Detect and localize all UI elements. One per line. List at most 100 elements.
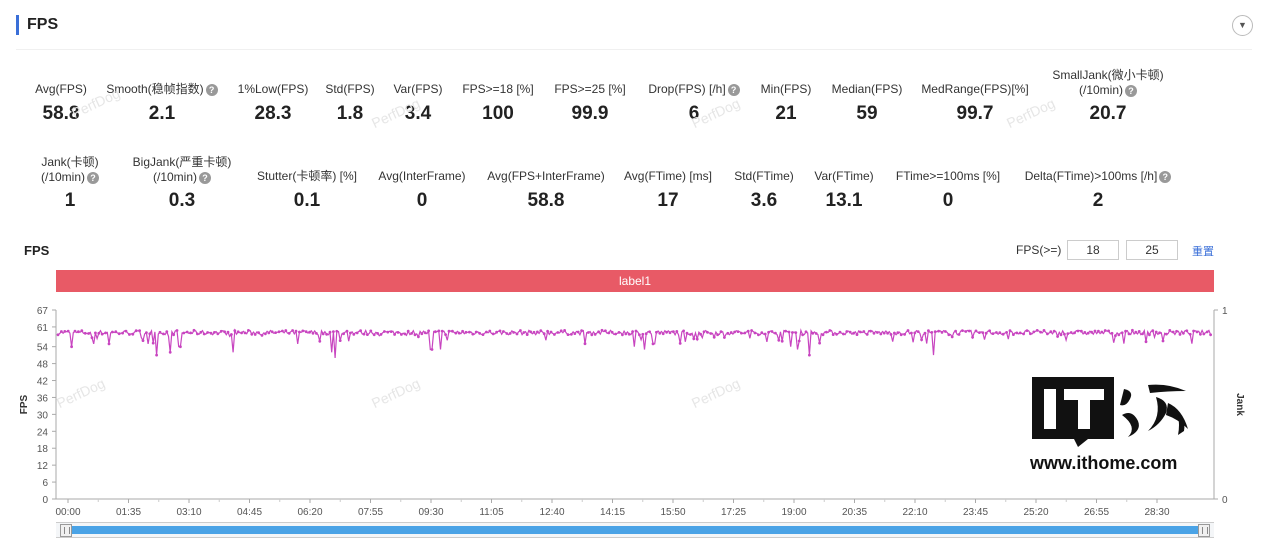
fps-point bbox=[417, 335, 420, 339]
metric-label: Smooth(稳帧指数)? bbox=[87, 82, 237, 97]
fps-point bbox=[427, 329, 430, 333]
metric-2-2: BigJank(严重卡顿) (/10min)? 0.3 bbox=[107, 155, 257, 225]
fps-point bbox=[910, 331, 913, 335]
metric-label: Avg(FTime) [ms] bbox=[593, 169, 743, 184]
help-icon[interactable]: ? bbox=[1159, 171, 1172, 183]
fps-point bbox=[1093, 329, 1097, 333]
fps-point bbox=[335, 329, 339, 333]
fps-point bbox=[825, 330, 828, 334]
x-tick-label: 14:15 bbox=[600, 507, 625, 518]
y-axis-title: FPS bbox=[19, 394, 30, 414]
fps-point bbox=[172, 333, 176, 337]
fps-point bbox=[117, 332, 121, 336]
fps-point bbox=[998, 331, 1002, 334]
scroll-handle-right[interactable] bbox=[1198, 524, 1210, 537]
x-tick-label: 07:55 bbox=[358, 507, 383, 518]
fps-point bbox=[566, 333, 570, 336]
help-icon[interactable]: ? bbox=[199, 172, 211, 184]
x-tick-label: 23:45 bbox=[963, 507, 988, 518]
help-icon[interactable]: ? bbox=[87, 172, 99, 184]
fps-point bbox=[247, 329, 250, 332]
fps-point bbox=[1131, 328, 1134, 332]
fps-point bbox=[784, 329, 787, 333]
fps-point bbox=[631, 330, 634, 333]
fps-point bbox=[658, 331, 662, 335]
x-tick-label: 03:10 bbox=[176, 507, 201, 518]
fps-chart[interactable]: 0 6 12 18 24 30 36 42 48 54 61 67 0 1 FPS Jank 00:00 01:3… bbox=[0, 296, 1268, 518]
metric-value: 28.3 bbox=[254, 103, 292, 124]
label-band[interactable]: label1 bbox=[56, 270, 1214, 292]
fps-point bbox=[882, 331, 886, 335]
fps-point bbox=[553, 333, 556, 336]
fps-point bbox=[223, 330, 227, 334]
threshold-input-2[interactable] bbox=[1126, 240, 1178, 260]
fps-point bbox=[274, 331, 277, 334]
fps-point bbox=[233, 329, 237, 332]
fps-point bbox=[1090, 330, 1093, 334]
fps-point bbox=[988, 329, 991, 333]
fps-point bbox=[158, 330, 162, 334]
fps-point bbox=[134, 329, 138, 333]
fps-point bbox=[835, 332, 838, 336]
metric-label-unit-text: (/10min) bbox=[152, 170, 197, 184]
fps-point bbox=[1008, 329, 1012, 333]
fps-point bbox=[240, 331, 244, 335]
scroll-range-fill[interactable] bbox=[66, 526, 1200, 534]
fps-point bbox=[362, 332, 366, 336]
metric-1-5: Var(FPS) 3.4 bbox=[343, 68, 493, 138]
fps-point bbox=[83, 331, 87, 335]
fps-point bbox=[933, 330, 937, 334]
fps-point bbox=[729, 331, 733, 334]
metric-label-text: Avg(FTime) [ms] bbox=[623, 169, 712, 183]
help-icon[interactable]: ? bbox=[1125, 85, 1137, 97]
metric-label: Median(FPS) bbox=[792, 82, 942, 97]
fps-point bbox=[930, 331, 934, 334]
scroll-handle-left[interactable] bbox=[60, 524, 72, 537]
metric-1-6: FPS>=18 [%] 100 bbox=[423, 68, 573, 138]
metric-value: 3.6 bbox=[750, 190, 778, 211]
fps-point bbox=[634, 329, 638, 333]
help-icon[interactable]: ? bbox=[205, 84, 218, 96]
metric-value: 59 bbox=[856, 103, 878, 124]
metric-label: FPS>=18 [%] bbox=[423, 82, 573, 97]
fps-point bbox=[893, 331, 896, 335]
fps-point bbox=[1059, 333, 1063, 337]
fps-point bbox=[950, 335, 954, 339]
fps-point bbox=[750, 329, 753, 332]
fps-point bbox=[127, 333, 131, 336]
fps-series-line bbox=[57, 328, 1212, 359]
metric-value: 58.8 bbox=[527, 190, 565, 211]
y-tick-label: 12 bbox=[37, 461, 49, 472]
fps-point bbox=[138, 329, 142, 333]
fps-point bbox=[291, 329, 294, 332]
fps-point bbox=[519, 329, 522, 332]
fps-point bbox=[617, 331, 621, 334]
metric-value: 1 bbox=[64, 190, 76, 211]
threshold-input-1[interactable] bbox=[1067, 240, 1119, 260]
section-title: FPS bbox=[27, 16, 59, 33]
collapse-button[interactable]: ▼ bbox=[1232, 15, 1253, 36]
fps-point bbox=[124, 329, 128, 333]
metric-value: 99.9 bbox=[571, 103, 609, 124]
fps-point bbox=[485, 330, 488, 334]
fps-point bbox=[763, 332, 767, 336]
fps-point bbox=[1192, 329, 1195, 333]
fps-point bbox=[712, 335, 716, 339]
fps-point bbox=[610, 330, 614, 334]
metric-value: 2 bbox=[1092, 190, 1104, 211]
fps-point bbox=[444, 333, 447, 336]
fps-point bbox=[1151, 329, 1155, 333]
fps-point bbox=[1195, 330, 1199, 334]
reset-link[interactable]: 重置 bbox=[1192, 246, 1214, 258]
fps-point bbox=[202, 332, 206, 336]
time-range-scrollbar[interactable] bbox=[56, 522, 1214, 538]
metric-1-8: Drop(FPS) [/h]? 6 bbox=[619, 68, 769, 138]
metric-label: Std(FPS) bbox=[275, 82, 425, 97]
fps-point bbox=[359, 329, 362, 333]
help-icon[interactable]: ? bbox=[727, 84, 740, 96]
metric-label: SmallJank(微小卡顿) bbox=[1033, 68, 1183, 83]
metric-1-3: 1%Low(FPS) 28.3 bbox=[198, 68, 348, 138]
fps-point bbox=[325, 332, 328, 336]
fps-point bbox=[549, 330, 553, 334]
fps-point bbox=[321, 332, 325, 336]
